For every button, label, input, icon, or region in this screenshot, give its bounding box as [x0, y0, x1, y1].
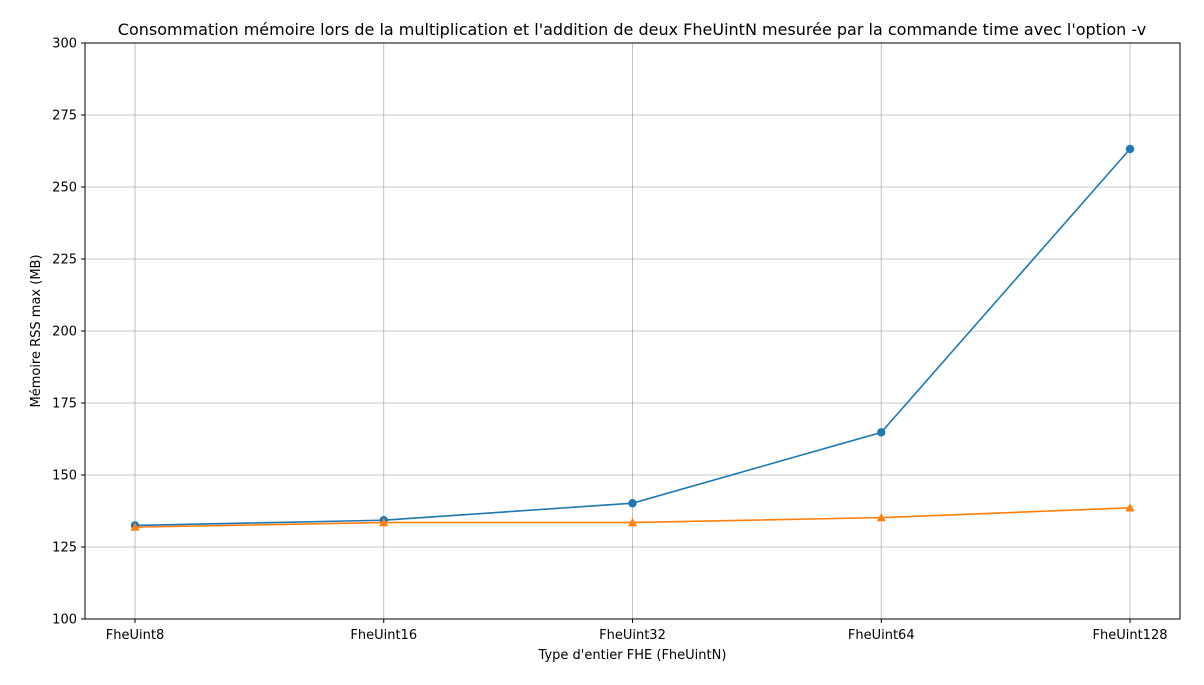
y-tick-label: 275	[52, 109, 77, 124]
x-axis-label: Type d'entier FHE (FheUintN)	[538, 648, 727, 663]
data-point	[1125, 503, 1135, 512]
data-point	[877, 428, 886, 437]
x-axis-ticks: FheUint8 FheUint16 FheUint32 FheUint64 FheUi…	[106, 619, 1168, 643]
y-tick-label: 100	[52, 613, 77, 628]
y-tick-label: 200	[52, 325, 77, 340]
y-tick-label: 250	[52, 181, 77, 196]
y-axis-ticks: 100 125 150 175 200 225 250 275 300	[52, 37, 85, 628]
x-tick-label: FheUint16	[350, 628, 417, 643]
data-point	[628, 499, 637, 508]
data-point	[627, 517, 638, 527]
x-tick-label: FheUint128	[1093, 628, 1168, 643]
y-axis-label: Mémoire RSS max (MB)	[29, 254, 44, 407]
y-tick-label: 150	[52, 469, 77, 484]
data-point	[876, 513, 886, 522]
y-tick-label: 175	[52, 397, 77, 412]
chart-title: Consommation mémoire lors de la multipli…	[118, 20, 1146, 39]
y-tick-label: 225	[52, 253, 77, 268]
data-point	[379, 517, 389, 527]
series-2	[130, 503, 1135, 531]
x-tick-label: FheUint64	[848, 628, 915, 643]
series-layer	[130, 144, 1135, 531]
x-tick-label: FheUint32	[599, 628, 666, 643]
y-tick-label: 300	[52, 37, 77, 52]
y-tick-label: 125	[52, 541, 77, 556]
x-tick-label: FheUint8	[106, 628, 164, 643]
data-point	[1125, 144, 1135, 154]
data-point	[130, 522, 140, 531]
